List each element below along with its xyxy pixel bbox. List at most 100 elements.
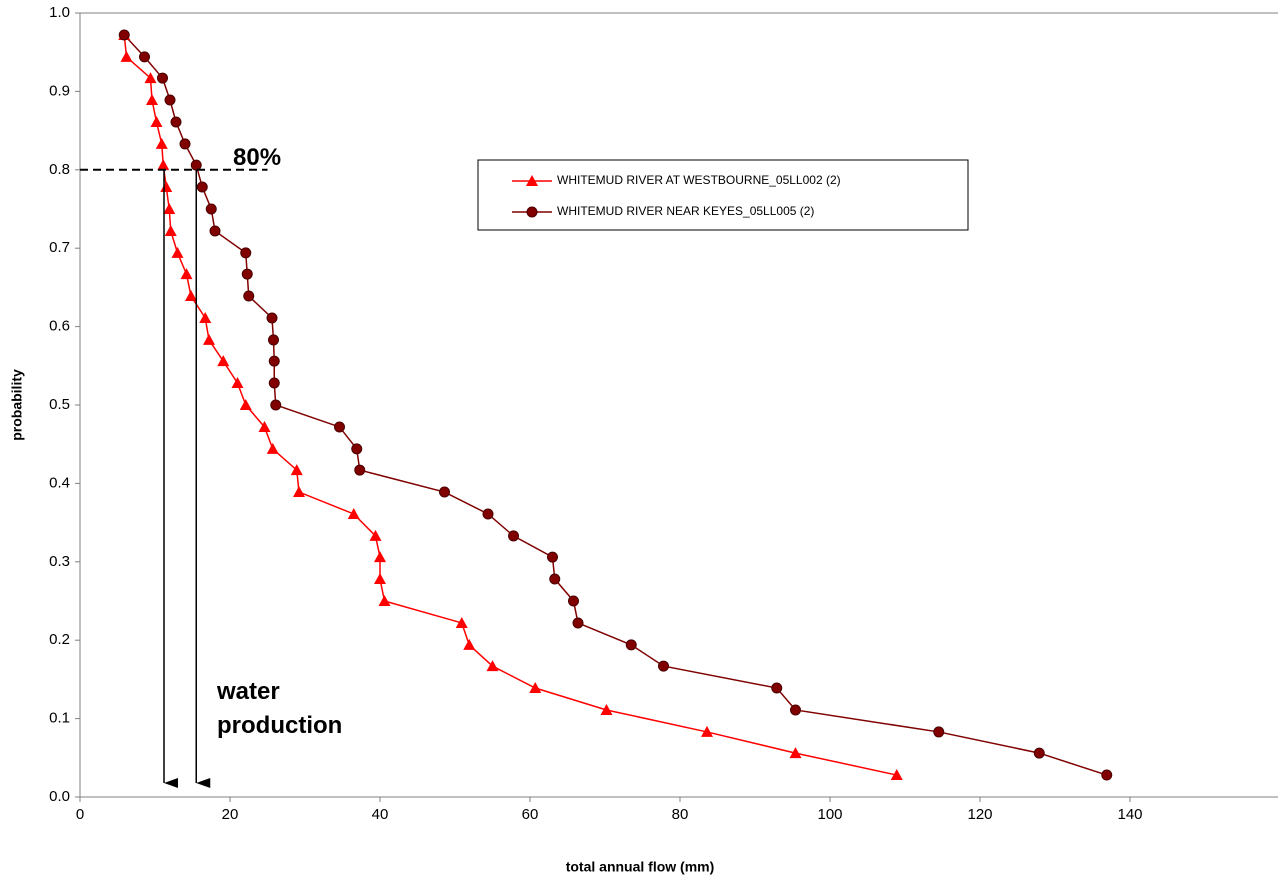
marker-circle [268,355,280,367]
marker-circle [241,268,253,280]
marker-triangle [258,420,271,432]
marker-triangle [120,50,133,62]
marker-triangle [374,551,386,563]
marker-triangle [290,464,303,476]
marker-circle [771,682,783,694]
marker-triangle [526,175,538,186]
marker-circle [790,704,801,716]
marker-circle [334,421,345,433]
legend-label: WHITEMUD RIVER NEAR KEYES_05LL005 (2) [557,204,814,218]
x-tick-label: 0 [76,806,84,823]
marker-triangle [180,268,193,280]
marker-circle [170,116,182,128]
marker-circle [572,617,584,629]
x-tick-label: 40 [372,806,389,823]
y-tick-label: 0.8 [49,161,70,178]
y-axis-title: probability [9,369,25,441]
marker-triangle [144,72,157,84]
x-tick-label: 140 [1117,806,1142,823]
y-tick-label: 0.0 [49,788,70,805]
marker-triangle [146,94,158,106]
marker-triangle [239,399,252,410]
marker-triangle [486,660,499,672]
marker-circle [351,443,363,455]
marker-circle [240,247,252,259]
marker-circle [179,138,191,150]
y-tick-label: 0.3 [49,553,70,570]
marker-triangle [378,595,391,606]
marker-circle [933,726,945,738]
marker-triangle [199,311,212,323]
marker-triangle [347,507,360,519]
marker-triangle [600,703,613,715]
y-tick-label: 0.6 [49,318,70,335]
marker-triangle [701,725,713,737]
marker-triangle [789,747,802,759]
marker-triangle [185,290,197,302]
marker-circle [1101,769,1113,781]
marker-circle [625,639,637,651]
y-tick-label: 0.2 [49,631,70,648]
y-tick-label: 1.0 [49,4,70,21]
marker-triangle [203,333,215,345]
marker-circle [190,159,202,171]
marker-circle [508,530,519,542]
marker-triangle [293,486,305,498]
marker-circle [118,29,130,41]
marker-circle [196,181,208,193]
marker-triangle [231,377,244,389]
marker-triangle [155,137,168,149]
marker-circle [139,51,150,63]
marker-triangle [463,638,476,650]
marker-circle [268,334,279,346]
marker-triangle [266,442,279,454]
x-tick-label: 100 [817,806,842,823]
marker-circle [268,377,280,389]
marker-circle [270,399,282,411]
x-tick-label: 60 [522,806,539,823]
arrow-label: water [216,678,280,705]
marker-circle [526,206,538,218]
marker-triangle [160,181,173,193]
y-tick-label: 0.4 [49,474,70,491]
marker-triangle [164,224,177,236]
marker-triangle [157,159,170,171]
marker-triangle [217,355,230,367]
legend-box [477,159,969,231]
x-axis-title: total annual flow (mm) [566,859,715,875]
marker-triangle [171,246,184,258]
marker-circle [439,486,450,498]
marker-triangle [529,682,542,694]
arrow-label: production [217,712,342,739]
marker-circle [266,312,278,324]
marker-circle [1033,747,1045,759]
y-tick-label: 0.7 [49,239,70,256]
y-tick-label: 0.1 [49,710,70,727]
marker-circle [568,595,579,607]
marker-circle [658,660,669,672]
marker-circle [354,464,366,476]
marker-circle [482,508,494,520]
reference-label: 80% [233,144,281,171]
y-tick-label: 0.5 [49,396,70,413]
marker-triangle [163,203,176,214]
marker-triangle [890,769,903,781]
y-tick-label: 0.9 [49,82,70,99]
x-tick-label: 120 [967,806,992,823]
marker-circle [205,203,217,215]
marker-triangle [369,529,382,541]
marker-triangle [374,573,386,585]
marker-triangle [455,616,468,628]
marker-circle [243,290,255,302]
legend-label: WHITEMUD RIVER AT WESTBOURNE_05LL002 (2) [557,173,841,187]
marker-triangle [150,115,163,127]
marker-circle [209,225,221,237]
x-tick-label: 80 [672,806,689,823]
x-tick-label: 20 [222,806,239,823]
marker-circle [157,72,168,84]
marker-circle [549,573,561,585]
marker-circle [547,551,558,563]
marker-circle [164,94,176,106]
